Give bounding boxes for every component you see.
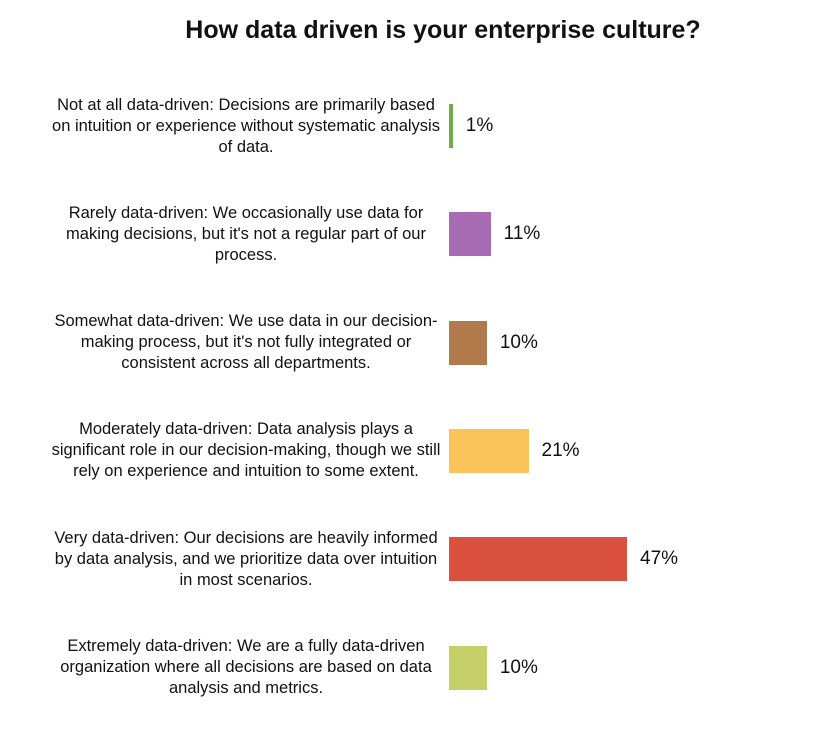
- category-label: Rarely data-driven: We occasionally use …: [66, 203, 426, 264]
- value-label: 21%: [541, 439, 580, 461]
- bar: [449, 645, 487, 690]
- value-label: 47%: [640, 548, 679, 570]
- bar: [449, 104, 453, 148]
- value-label: 10%: [499, 331, 538, 353]
- bar: [449, 428, 529, 473]
- value-label: 1%: [465, 115, 494, 136]
- value-label: 10%: [499, 656, 538, 678]
- category-label: Very data-driven: Our decisions are heav…: [54, 528, 438, 589]
- bar: [449, 212, 491, 257]
- category-label: Extremely data-driven: We are a fully da…: [60, 637, 432, 697]
- chart-title: How data driven is your enterprise cultu…: [185, 16, 701, 44]
- bar: [449, 537, 627, 582]
- value-label: 11%: [503, 223, 541, 245]
- category-label: Somewhat data-driven: We use data in our…: [54, 312, 438, 373]
- category-label: Not at all data-driven: Decisions are pr…: [52, 95, 440, 156]
- category-label: Moderately data-driven: Data analysis pl…: [51, 420, 441, 481]
- bar: [449, 320, 487, 365]
